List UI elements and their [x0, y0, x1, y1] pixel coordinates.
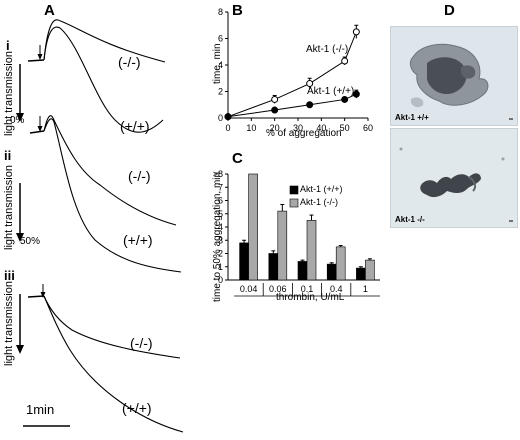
b-x-tick-label: 20 — [270, 123, 280, 133]
a-iii-wt-label: (+/+) — [122, 400, 152, 416]
a-iii-agonist-arrow — [40, 292, 46, 298]
c-bar-wt — [297, 261, 308, 281]
a-i-wt-trace — [43, 26, 164, 133]
c-bar-ko — [306, 220, 317, 281]
panel-b-chart: 0 10 20 30 40 50 60 0 2 4 6 8 — [218, 7, 373, 133]
a-iii-wt-trace — [43, 295, 184, 433]
b-point — [352, 90, 360, 98]
b-y-tick-label: 6 — [218, 34, 223, 44]
b-y-tick-label: 4 — [218, 60, 223, 70]
c-y-tick-label: 5 — [218, 209, 223, 219]
c-bar-ko — [335, 246, 346, 281]
a-i-agonist-arrow — [37, 54, 43, 60]
b-x-tick-label: 10 — [246, 123, 256, 133]
c-bar-ko — [365, 259, 375, 281]
micrograph-wt-image — [391, 27, 517, 125]
b-point — [271, 106, 279, 114]
c-y-tick-label: >8 — [213, 169, 223, 179]
c-y-tick-label: 0 — [218, 275, 223, 285]
c-x-tick-label: 0.06 — [269, 284, 287, 294]
b-x-axis-label: % of aggregation — [266, 128, 342, 139]
b-point — [341, 57, 349, 65]
a-iii-axis-arrowhead — [16, 345, 24, 354]
panel-a-traces — [16, 19, 184, 433]
a-i-axis-arrowhead — [16, 113, 24, 122]
b-ko-series-label: Akt-1 (-/-) — [306, 44, 349, 55]
c-bar-ko — [277, 210, 288, 281]
a-i-ko-trace — [43, 19, 166, 63]
panel-label-b: B — [232, 2, 243, 19]
panel-label-d: D — [444, 2, 455, 19]
c-legend-ko-label: Akt-1 (-/-) — [300, 197, 338, 207]
c-x-tick-label: 1 — [363, 284, 368, 294]
a-tick-0: 0% — [10, 115, 25, 126]
a-iii-baseline — [27, 295, 45, 298]
a-ii-axis-arrowhead — [16, 233, 24, 242]
a-iii-ko-trace — [43, 295, 181, 359]
c-bar-wt — [356, 267, 366, 281]
c-y-tick-label: 3 — [218, 235, 223, 245]
b-point — [341, 95, 349, 103]
c-bar-wt — [268, 253, 279, 281]
c-y-tick-label: 1 — [218, 262, 223, 272]
c-y-tick-label: 2 — [218, 249, 223, 259]
c-bar-ko — [248, 173, 258, 281]
b-x-tick-label: 30 — [293, 123, 303, 133]
micrograph-wt: Akt-1 +/+ — [390, 26, 518, 126]
b-x-tick-label: 40 — [316, 123, 326, 133]
a-iii-ko-label: (-/-) — [130, 335, 153, 351]
a-ii-agonist-arrow — [37, 126, 43, 132]
c-bar-wt — [326, 263, 337, 281]
c-x-tick-label: 0.1 — [301, 284, 314, 294]
a-ii-wt-label: (+/+) — [123, 232, 153, 248]
a-scale-bar-label: 1min — [26, 402, 55, 417]
subpanel-label-i: i — [6, 38, 10, 53]
a-tick-50: 50% — [20, 236, 41, 247]
micrograph-ko-image — [391, 129, 517, 227]
c-x-tick-label: 0.04 — [240, 284, 258, 294]
c-y-tick-label: 6 — [218, 196, 223, 206]
c-x-axis-label: thrombin, U/mL — [276, 292, 345, 303]
c-legend-wt-label: Akt-1 (+/+) — [300, 184, 343, 194]
b-point — [224, 113, 232, 121]
b-x-tick-label: 0 — [225, 123, 230, 133]
b-wt-series-label: Akt-1 (+/+) — [307, 86, 355, 97]
a-ii-baseline — [29, 130, 45, 134]
micrograph-ko: Akt-1 -/- — [390, 128, 518, 228]
b-y-tick-label: 2 — [218, 87, 223, 97]
b-series-line-0 — [227, 31, 357, 118]
a-i-baseline — [27, 59, 45, 62]
b-point — [306, 80, 314, 88]
a-ii-wt-trace — [43, 118, 182, 273]
c-y-tick-label: 7 — [218, 182, 223, 192]
panel-c-chart: 0 1 2 3 4 5 6 7 >8 0.04 0.06 0.1 0.4 1 — [213, 169, 380, 297]
panel-label-c: C — [232, 150, 243, 167]
b-point — [306, 101, 314, 109]
c-bar-wt — [239, 242, 249, 281]
subpanel-label-iii: iii — [4, 268, 15, 283]
a-i-ko-label: (-/-) — [118, 54, 141, 70]
b-x-tick-label: 60 — [363, 123, 373, 133]
b-series-line-1 — [227, 93, 357, 118]
c-legend-ko-swatch — [289, 198, 299, 208]
micrograph-wt-caption: Akt-1 +/+ — [395, 113, 429, 122]
b-point — [271, 95, 279, 103]
a-ii-ko-label: (-/-) — [128, 168, 151, 184]
c-y-tick-label: 4 — [218, 222, 223, 232]
c-x-tick-label: 0.4 — [330, 284, 343, 294]
b-x-tick-label: 50 — [340, 123, 350, 133]
a-ii-ko-trace — [43, 115, 177, 226]
micrograph-ko-caption: Akt-1 -/- — [395, 215, 425, 224]
b-point — [352, 28, 360, 36]
panel-label-a: A — [44, 2, 55, 19]
b-y-tick-label: 8 — [218, 7, 223, 17]
c-legend-wt-swatch — [289, 185, 299, 195]
subpanel-label-ii: ii — [4, 148, 12, 163]
b-y-tick-label: 0 — [218, 113, 223, 123]
a-i-wt-label: (+/+) — [120, 118, 150, 134]
